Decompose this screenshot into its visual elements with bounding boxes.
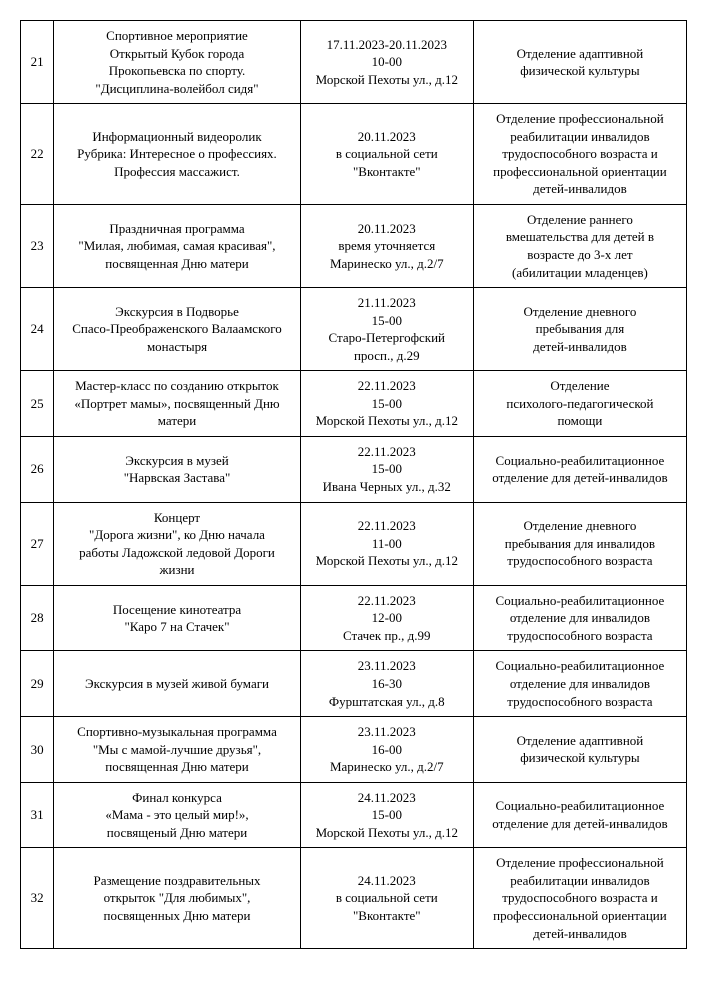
cell-event: Экскурсия в ПодворьеСпасо-Преображенског… [54, 288, 300, 371]
cell-when: 20.11.2023в социальной сети"Вконтакте" [300, 104, 473, 205]
table-row: 23Праздничная программа"Милая, любимая, … [21, 204, 687, 287]
cell-dept: Социально-реабилитационноеотделение для … [473, 436, 686, 502]
cell-dept: Отделение адаптивнойфизической культуры [473, 21, 686, 104]
cell-event: Спортивно-музыкальная программа"Мы с мам… [54, 717, 300, 783]
cell-event: Концерт"Дорога жизни", ко Дню началарабо… [54, 502, 300, 585]
cell-num: 26 [21, 436, 54, 502]
table-row: 26Экскурсия в музей"Нарвская Застава"22.… [21, 436, 687, 502]
cell-event: Посещение кинотеатра"Каро 7 на Стачек" [54, 585, 300, 651]
cell-event: Мастер-класс по созданию открыток«Портре… [54, 371, 300, 437]
cell-num: 27 [21, 502, 54, 585]
table-row: 27Концерт"Дорога жизни", ко Дню началара… [21, 502, 687, 585]
table-row: 28Посещение кинотеатра"Каро 7 на Стачек"… [21, 585, 687, 651]
cell-num: 32 [21, 848, 54, 949]
table-row: 21Спортивное мероприятиеОткрытый Кубок г… [21, 21, 687, 104]
cell-when: 22.11.202311-00Морской Пехоты ул., д.12 [300, 502, 473, 585]
cell-num: 28 [21, 585, 54, 651]
schedule-tbody: 21Спортивное мероприятиеОткрытый Кубок г… [21, 21, 687, 949]
cell-when: 23.11.202316-00Маринеско ул., д.2/7 [300, 717, 473, 783]
cell-num: 24 [21, 288, 54, 371]
schedule-table: 21Спортивное мероприятиеОткрытый Кубок г… [20, 20, 687, 949]
cell-event: Финал конкурса«Мама - это целый мир!»,по… [54, 782, 300, 848]
cell-dept: Социально-реабилитационноеотделение для … [473, 651, 686, 717]
cell-dept: Отделение профессиональнойреабилитации и… [473, 104, 686, 205]
table-row: 30Спортивно-музыкальная программа"Мы с м… [21, 717, 687, 783]
cell-dept: Отделение дневногопребывания длядетей-ин… [473, 288, 686, 371]
cell-when: 22.11.202315-00Морской Пехоты ул., д.12 [300, 371, 473, 437]
cell-num: 23 [21, 204, 54, 287]
cell-dept: Отделение дневногопребывания для инвалид… [473, 502, 686, 585]
cell-event: Праздничная программа"Милая, любимая, са… [54, 204, 300, 287]
cell-event: Экскурсия в музей живой бумаги [54, 651, 300, 717]
table-row: 31Финал конкурса«Мама - это целый мир!»,… [21, 782, 687, 848]
cell-dept: Социально-реабилитационноеотделение для … [473, 585, 686, 651]
cell-when: 20.11.2023время уточняетсяМаринеско ул.,… [300, 204, 473, 287]
cell-num: 29 [21, 651, 54, 717]
cell-when: 22.11.202315-00Ивана Черных ул., д.32 [300, 436, 473, 502]
table-row: 32Размещение поздравительныхоткрыток "Дл… [21, 848, 687, 949]
cell-event: Информационный видеороликРубрика: Интере… [54, 104, 300, 205]
cell-num: 31 [21, 782, 54, 848]
table-row: 25Мастер-класс по созданию открыток«Порт… [21, 371, 687, 437]
cell-dept: Отделение адаптивнойфизической культуры [473, 717, 686, 783]
cell-dept: Отделение профессиональнойреабилитации и… [473, 848, 686, 949]
cell-event: Экскурсия в музей"Нарвская Застава" [54, 436, 300, 502]
cell-when: 24.11.202315-00Морской Пехоты ул., д.12 [300, 782, 473, 848]
cell-when: 24.11.2023в социальной сети"Вконтакте" [300, 848, 473, 949]
cell-event: Размещение поздравительныхоткрыток "Для … [54, 848, 300, 949]
table-row: 22Информационный видеороликРубрика: Инте… [21, 104, 687, 205]
cell-when: 23.11.202316-30Фурштатская ул., д.8 [300, 651, 473, 717]
cell-dept: Отделение раннеговмешательства для детей… [473, 204, 686, 287]
cell-dept: Социально-реабилитационноеотделение для … [473, 782, 686, 848]
cell-num: 25 [21, 371, 54, 437]
cell-num: 30 [21, 717, 54, 783]
cell-num: 21 [21, 21, 54, 104]
cell-event: Спортивное мероприятиеОткрытый Кубок гор… [54, 21, 300, 104]
cell-when: 21.11.202315-00Старо-Петергофскийпросп.,… [300, 288, 473, 371]
cell-when: 17.11.2023-20.11.202310-00Морской Пехоты… [300, 21, 473, 104]
cell-num: 22 [21, 104, 54, 205]
table-row: 29Экскурсия в музей живой бумаги23.11.20… [21, 651, 687, 717]
cell-when: 22.11.202312-00Стачек пр., д.99 [300, 585, 473, 651]
cell-dept: Отделениепсихолого-педагогическойпомощи [473, 371, 686, 437]
table-row: 24Экскурсия в ПодворьеСпасо-Преображенск… [21, 288, 687, 371]
